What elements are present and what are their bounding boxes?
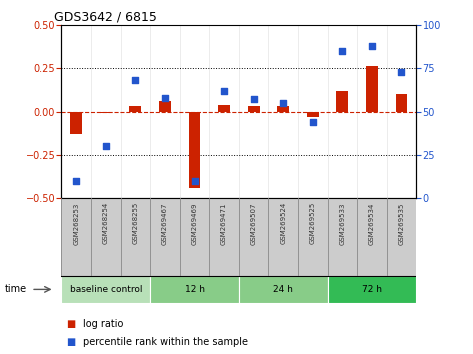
Bar <box>327 276 416 303</box>
Text: GSM269471: GSM269471 <box>221 202 227 245</box>
Text: 24 h: 24 h <box>273 285 293 294</box>
Bar <box>130 106 141 112</box>
Text: GSM269507: GSM269507 <box>251 202 257 245</box>
Point <box>309 119 316 125</box>
Bar <box>336 91 348 112</box>
Text: GSM269524: GSM269524 <box>280 202 286 244</box>
Point <box>102 143 110 149</box>
Point <box>161 95 169 101</box>
Text: time: time <box>5 284 27 295</box>
Point <box>191 178 198 184</box>
Point <box>368 43 376 48</box>
Bar <box>307 112 319 117</box>
Text: percentile rank within the sample: percentile rank within the sample <box>83 337 248 347</box>
Bar <box>239 276 327 303</box>
Text: GSM269525: GSM269525 <box>310 202 316 244</box>
Bar <box>100 112 112 113</box>
Bar <box>159 101 171 112</box>
Bar <box>248 106 260 112</box>
Text: ■: ■ <box>66 337 76 347</box>
Point <box>250 97 257 102</box>
Text: GSM269533: GSM269533 <box>339 202 345 245</box>
Text: ■: ■ <box>66 319 76 329</box>
Bar <box>218 104 230 112</box>
Text: GSM269467: GSM269467 <box>162 202 168 245</box>
Bar <box>366 67 378 112</box>
Point <box>131 78 139 83</box>
Point <box>339 48 346 53</box>
Point <box>220 88 228 93</box>
Text: GSM268254: GSM268254 <box>103 202 109 244</box>
Text: 12 h: 12 h <box>184 285 204 294</box>
Bar <box>189 112 201 188</box>
Point <box>72 178 80 184</box>
Text: GSM268253: GSM268253 <box>73 202 79 245</box>
Point <box>280 100 287 105</box>
Text: GSM269534: GSM269534 <box>369 202 375 245</box>
Bar <box>61 276 150 303</box>
Text: GSM269469: GSM269469 <box>192 202 198 245</box>
Text: GDS3642 / 6815: GDS3642 / 6815 <box>54 11 157 24</box>
Text: log ratio: log ratio <box>83 319 123 329</box>
Bar <box>150 276 239 303</box>
Text: baseline control: baseline control <box>70 285 142 294</box>
Text: 72 h: 72 h <box>362 285 382 294</box>
Bar <box>395 94 407 112</box>
Text: GSM269535: GSM269535 <box>398 202 404 245</box>
Bar <box>70 112 82 134</box>
Point <box>398 69 405 74</box>
Bar <box>277 106 289 112</box>
Text: GSM268255: GSM268255 <box>132 202 139 244</box>
